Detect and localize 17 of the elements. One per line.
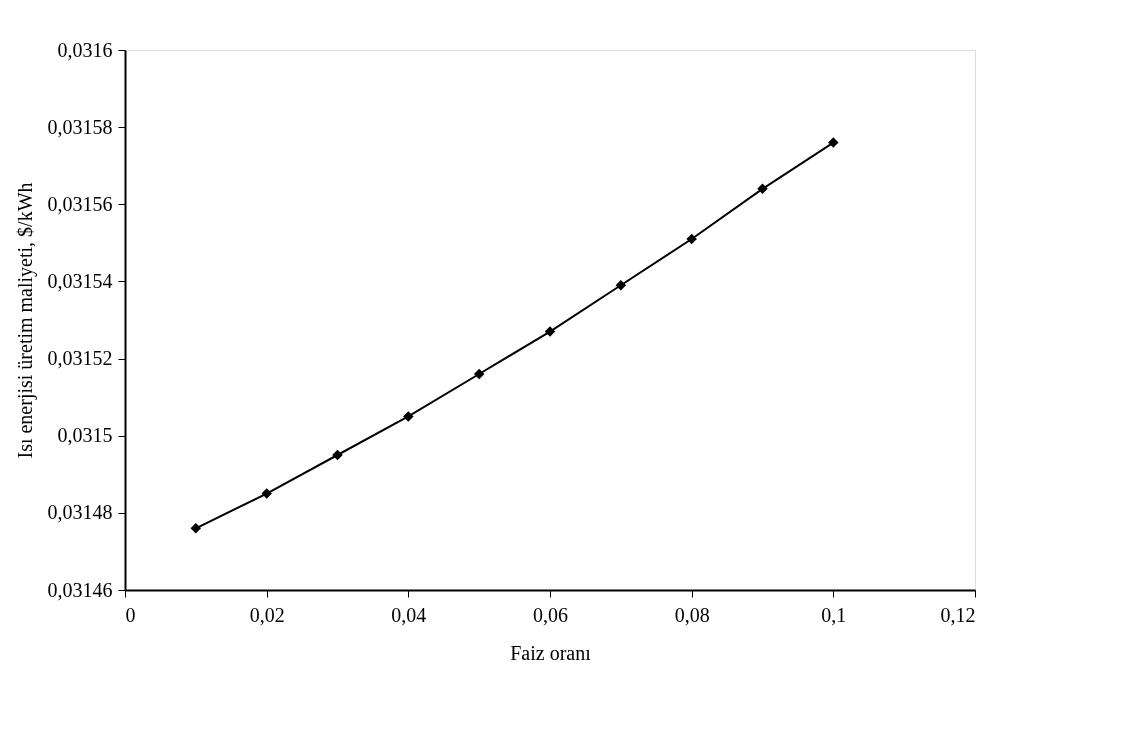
y-tick-label: 0,03154 (47, 269, 113, 292)
x-tick-label: 0,12 (940, 603, 976, 626)
x-tick-label: 0,06 (533, 603, 568, 626)
y-axis-title: Isı enerjisi üretim maliyeti, $/kWh (13, 182, 37, 459)
y-tick-label: 0,03146 (47, 578, 113, 601)
x-tick-label: 0,02 (249, 603, 285, 626)
y-tick-label: 0,0316 (57, 38, 113, 61)
x-tick-label: 0 (125, 603, 136, 626)
x-tick-label: 0,1 (821, 603, 847, 626)
y-tick-label: 0,03152 (47, 347, 113, 370)
y-tick-label: 0,03148 (47, 501, 113, 524)
x-axis-title: Faiz oranı (510, 641, 592, 664)
y-tick-label: 0,0315 (57, 424, 113, 447)
y-tick-label: 0,03158 (47, 115, 113, 138)
y-tick-label: 0,03156 (47, 192, 113, 215)
x-tick-label: 0,04 (391, 603, 427, 626)
x-tick-label: 0,08 (674, 603, 710, 626)
